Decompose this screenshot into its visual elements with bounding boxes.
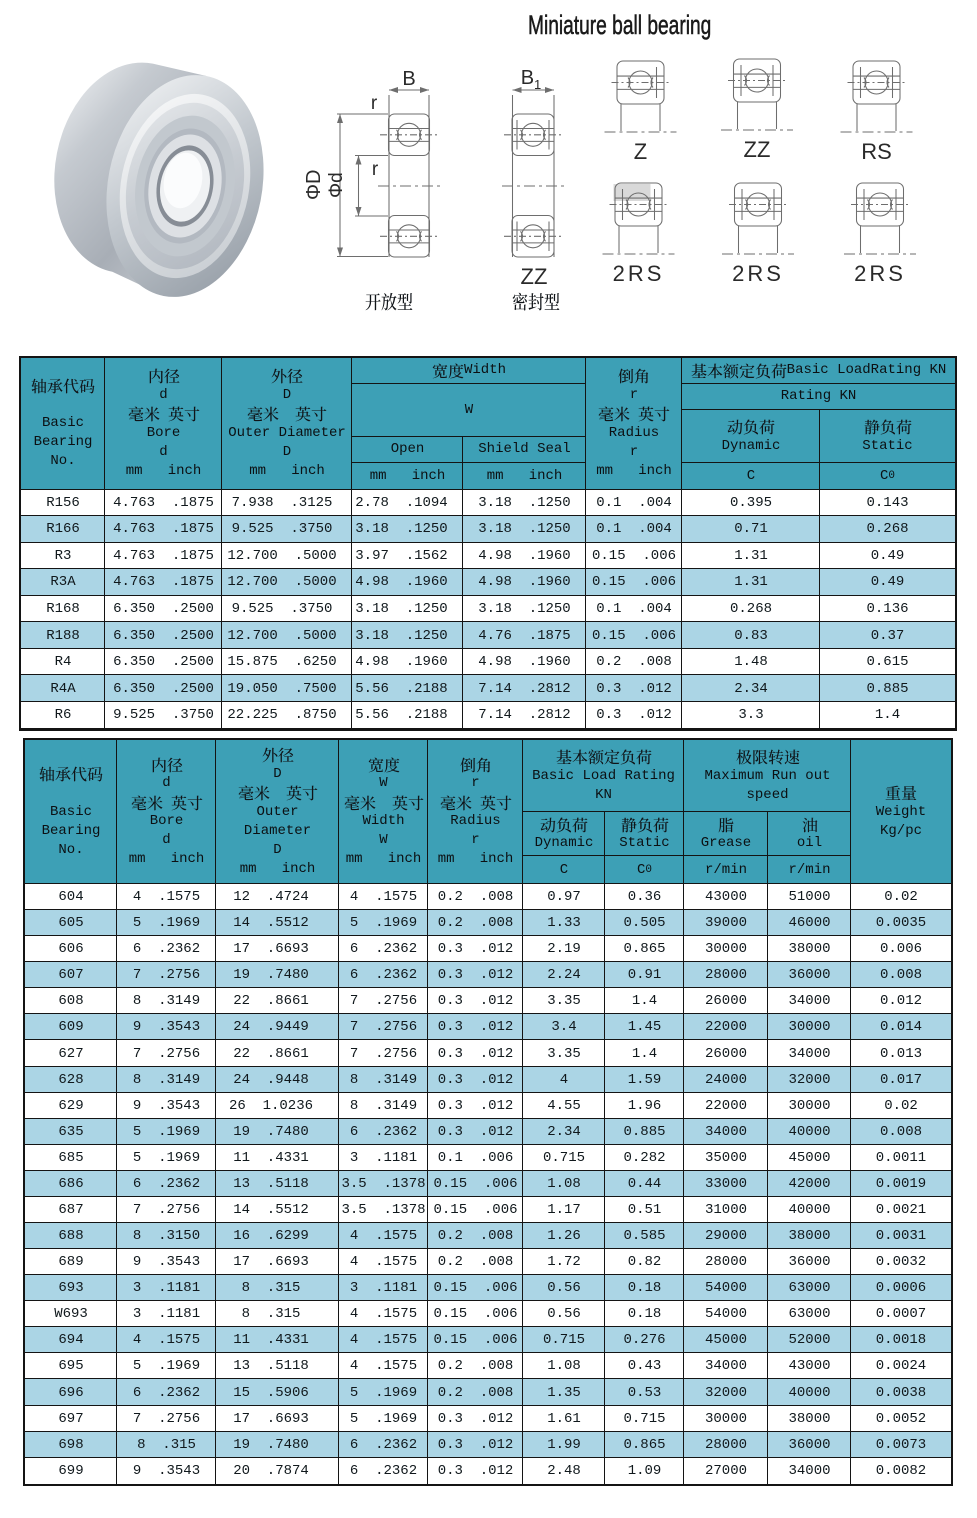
svg-text:RS: RS xyxy=(861,139,892,164)
svg-text:2RS: 2RS xyxy=(732,261,784,286)
svg-text:r: r xyxy=(372,159,379,180)
svg-text:ZZ: ZZ xyxy=(521,264,548,289)
svg-text:Z: Z xyxy=(634,139,647,164)
svg-text:2RS: 2RS xyxy=(613,261,665,286)
svg-text:ZZ: ZZ xyxy=(744,137,771,162)
svg-text:2RS: 2RS xyxy=(854,261,906,286)
svg-text:r: r xyxy=(371,93,378,114)
svg-text:B: B xyxy=(402,68,415,90)
svg-text:Φd: Φd xyxy=(326,172,347,198)
svg-text:B1: B1 xyxy=(521,67,542,92)
svg-text:ΦD: ΦD xyxy=(303,170,325,200)
